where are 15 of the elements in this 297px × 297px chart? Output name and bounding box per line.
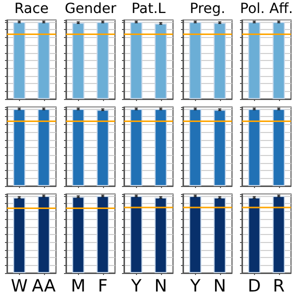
chart-title: Preg.: [190, 1, 226, 17]
x-tick-label: Y: [130, 276, 142, 296]
chart-title: Race: [14, 1, 49, 17]
x-tick-label: F: [98, 276, 108, 296]
x-tick-label: N: [213, 276, 226, 296]
chart-title: Gender: [64, 1, 117, 17]
x-tick-label: D: [248, 276, 261, 296]
x-tick-label: M: [70, 276, 86, 296]
x-tick-label: AA: [32, 276, 56, 296]
chart-title: Pat.L: [131, 1, 166, 17]
x-tick-label: N: [154, 276, 168, 296]
x-tick-label: R: [272, 276, 285, 296]
chart-title: Pol. Aff.: [240, 1, 293, 17]
x-tick-label: Y: [189, 276, 202, 296]
x-tick-label: W: [10, 276, 28, 296]
